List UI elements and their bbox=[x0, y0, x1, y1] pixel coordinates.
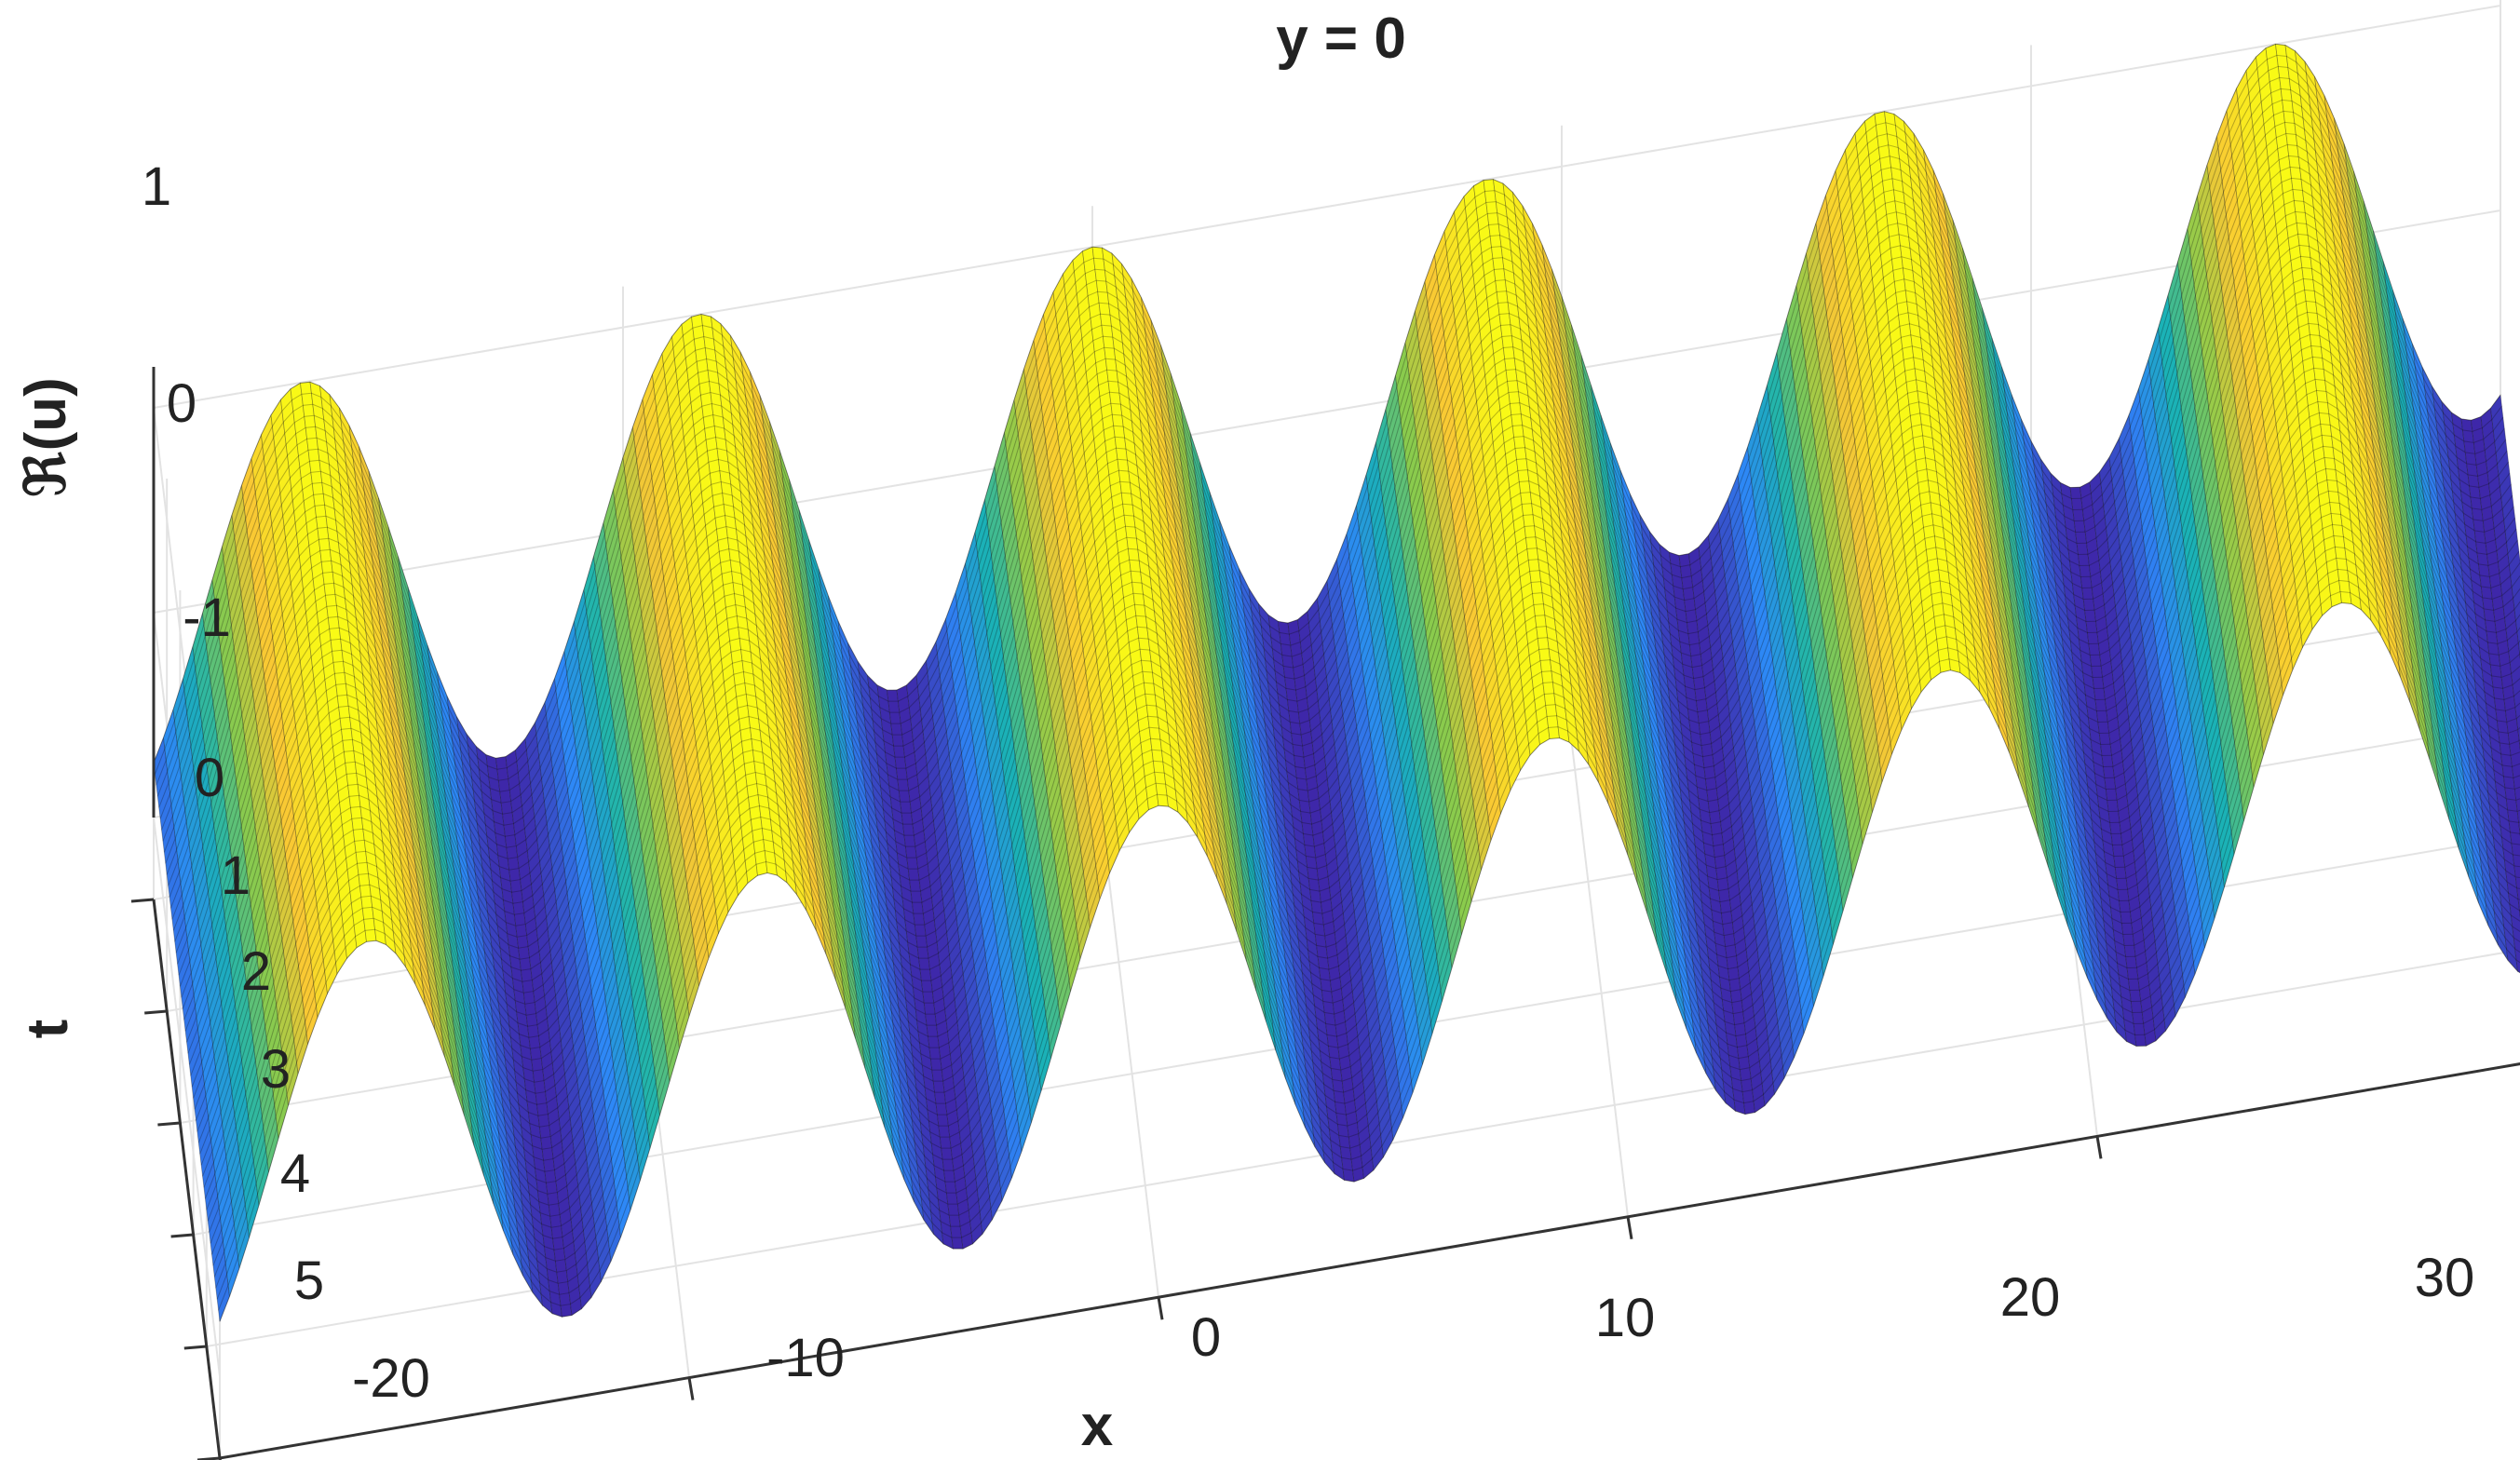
surface-mesh-line bbox=[169, 177, 2517, 898]
surface-mesh-line bbox=[209, 512, 2520, 1233]
surface-mesh-line bbox=[186, 322, 2520, 1043]
surface-strip bbox=[2471, 415, 2520, 837]
z-tick-label: -1 bbox=[183, 588, 231, 648]
surface-mesh-line bbox=[207, 501, 2520, 1222]
z-tick-label: 1 bbox=[142, 156, 171, 217]
surface-mesh-line bbox=[159, 99, 2508, 819]
surface-mesh-line bbox=[179, 266, 2520, 987]
x-tick-label: -10 bbox=[766, 1328, 845, 1388]
x-tick bbox=[1626, 1216, 1633, 1240]
surface-strip bbox=[2460, 418, 2520, 918]
surface-mesh-line bbox=[219, 602, 2520, 1322]
x-tick-labels: -20 -10 0 10 20 30 bbox=[352, 1248, 2474, 1409]
surface-mesh-line bbox=[178, 255, 2520, 976]
grid-line bbox=[153, 5, 2501, 409]
t-tick bbox=[144, 1009, 168, 1015]
t-tick-label: 2 bbox=[241, 941, 271, 1002]
surface-mesh-line bbox=[187, 333, 2520, 1054]
surface-mesh-line bbox=[184, 311, 2520, 1032]
surface-mesh-line bbox=[183, 300, 2520, 1021]
surface-mesh-line bbox=[175, 233, 2520, 953]
grid-line bbox=[153, 210, 2501, 614]
surface-mesh-line bbox=[213, 557, 2520, 1278]
z-tick-label: 0 bbox=[167, 373, 196, 434]
surface-mesh-line bbox=[174, 222, 2520, 942]
surface-mesh-line bbox=[199, 434, 2520, 1155]
surface-mesh-line bbox=[215, 568, 2520, 1289]
surface-mesh-line bbox=[166, 155, 2514, 875]
t-tick-label: 1 bbox=[221, 845, 251, 906]
surface-mesh-line bbox=[182, 289, 2520, 1009]
x-tick-label: -20 bbox=[352, 1348, 430, 1409]
axes bbox=[130, 367, 2520, 1460]
surface-mesh-line bbox=[200, 445, 2520, 1166]
surface-mesh-line bbox=[156, 65, 2504, 786]
x-tick-label: 10 bbox=[1595, 1288, 1656, 1348]
surface-mesh-line bbox=[190, 356, 2520, 1076]
surface-mesh-line bbox=[197, 423, 2520, 1143]
surface-mesh-line bbox=[202, 456, 2520, 1177]
surface-mesh-line bbox=[206, 490, 2520, 1210]
t-tick-label: 5 bbox=[294, 1250, 324, 1311]
x-axis-line bbox=[219, 1062, 2520, 1460]
surface-mesh-line bbox=[181, 277, 2520, 998]
grid-line bbox=[153, 817, 221, 1377]
surface-mesh-line bbox=[172, 210, 2520, 931]
surface-mesh-line bbox=[156, 76, 2505, 797]
t-tick bbox=[157, 1121, 181, 1127]
t-axis-title: t bbox=[16, 1020, 80, 1039]
t-tick-label: 0 bbox=[195, 748, 224, 808]
t-tick-labels: 0 1 2 3 4 5 bbox=[195, 748, 324, 1311]
surface-mesh-line bbox=[163, 132, 2512, 853]
surface-mesh-line bbox=[191, 367, 2520, 1088]
z-tick-labels: 1 0 -1 bbox=[142, 156, 231, 648]
t-tick-label: 4 bbox=[280, 1143, 310, 1204]
x-tick-label: 0 bbox=[1191, 1307, 1221, 1368]
t-tick-label: 3 bbox=[261, 1039, 291, 1100]
surface-mesh-line bbox=[165, 143, 2513, 864]
surface-mesh-line bbox=[162, 121, 2511, 842]
x-tick bbox=[1157, 1296, 1164, 1320]
x-axis-title: x bbox=[1081, 1394, 1114, 1458]
surface-mesh-line bbox=[171, 199, 2520, 920]
surface-mesh-line bbox=[161, 110, 2509, 831]
surface-mesh-line bbox=[196, 412, 2520, 1132]
surface-mesh-line bbox=[193, 378, 2520, 1099]
x-tick bbox=[687, 1377, 695, 1400]
surface-mesh-line bbox=[210, 523, 2520, 1244]
surface-mesh-line bbox=[168, 166, 2516, 886]
surface-mesh-line bbox=[153, 43, 2501, 764]
x-tick-label: 20 bbox=[2000, 1267, 2061, 1328]
t-tick bbox=[183, 1345, 207, 1350]
surface-mesh-line bbox=[158, 88, 2507, 808]
x-tick bbox=[2095, 1136, 2103, 1159]
chart-title: y = 0 bbox=[1276, 7, 1406, 71]
surface-strip bbox=[2490, 394, 2520, 660]
t-tick bbox=[170, 1233, 194, 1238]
surface-strips bbox=[153, 43, 2520, 1322]
z-axis-title: ℜ(u) bbox=[14, 377, 78, 498]
surface-mesh-line bbox=[218, 590, 2520, 1311]
grid-line bbox=[1561, 657, 1629, 1217]
surface-mesh-line bbox=[169, 188, 2518, 909]
surface-mesh-line bbox=[177, 244, 2520, 965]
surface-strip bbox=[2451, 412, 2520, 974]
surface-mesh-line bbox=[204, 479, 2520, 1199]
surface-mesh-line bbox=[188, 345, 2520, 1065]
t-tick bbox=[130, 898, 155, 903]
t-axis-line bbox=[152, 899, 222, 1459]
surface-mesh-line bbox=[203, 467, 2520, 1188]
x-tick-label: 30 bbox=[2415, 1248, 2475, 1308]
surface-mesh-line bbox=[211, 534, 2520, 1255]
surface-strip bbox=[2480, 407, 2520, 750]
surface-mesh-line bbox=[194, 389, 2520, 1110]
surface-mesh-line bbox=[195, 400, 2520, 1121]
surface-mesh-line bbox=[154, 54, 2502, 775]
surface-mesh-line bbox=[212, 546, 2520, 1266]
surface-mesh-line bbox=[216, 579, 2520, 1300]
